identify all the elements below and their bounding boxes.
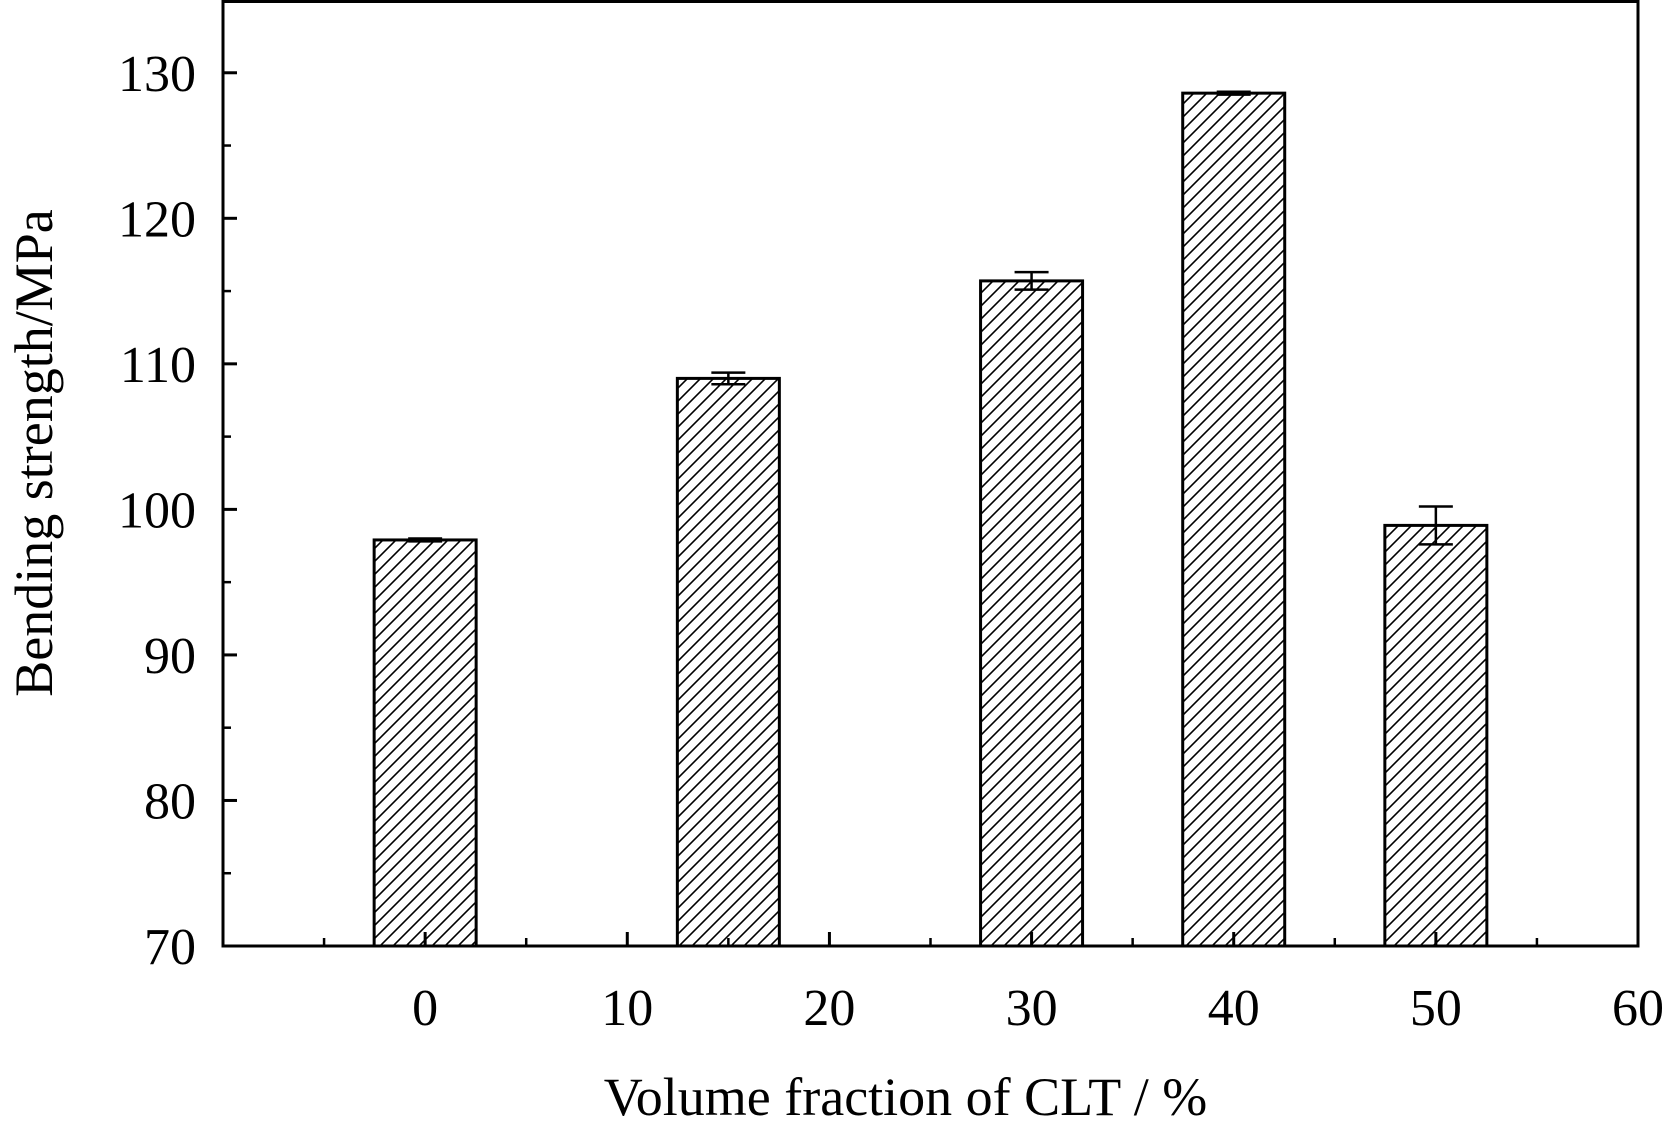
y-tick-label: 90 <box>144 628 196 685</box>
bar <box>675 376 781 948</box>
y-tick-label: 70 <box>144 919 196 976</box>
axis-tick-labels: 0 10 20 30 40 50 60 70 80 90 100 110 120 130 <box>118 46 1664 1037</box>
x-tick-label: 30 <box>1006 980 1058 1037</box>
x-tick-label: 10 <box>601 980 653 1037</box>
y-tick-label: 100 <box>118 482 196 539</box>
bar <box>372 538 478 948</box>
y-tick-label: 80 <box>144 773 196 830</box>
x-tick-label: 50 <box>1410 980 1462 1037</box>
y-tick-label: 110 <box>120 337 196 394</box>
y-tick-label: 120 <box>118 191 196 248</box>
x-tick-label: 40 <box>1208 980 1260 1037</box>
bar <box>1383 523 1489 948</box>
x-axis-title: Volume fraction of CLT / % <box>604 1067 1207 1122</box>
x-tick-label: 60 <box>1612 980 1664 1037</box>
y-tick-label: 130 <box>118 46 196 103</box>
error-bars-group <box>408 90 1453 546</box>
bar <box>979 279 1085 948</box>
y-axis-title: Bending strength/MPa <box>4 209 64 697</box>
bar <box>1181 91 1287 948</box>
x-tick-label: 0 <box>412 980 438 1037</box>
axis-ticks <box>223 0 1640 948</box>
x-tick-label: 20 <box>803 980 855 1037</box>
bars-group <box>372 91 1489 948</box>
